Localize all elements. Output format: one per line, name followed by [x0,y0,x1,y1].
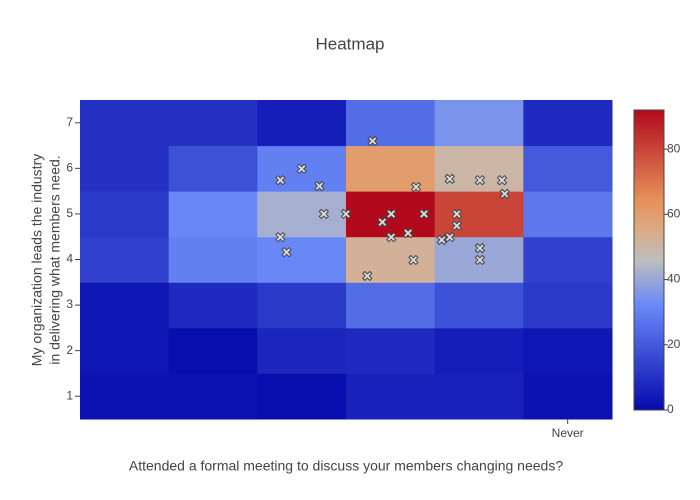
scatter-point [402,227,414,239]
heatmap-cell [80,145,170,192]
heatmap-cell [168,236,258,283]
heatmap-cell [434,191,524,238]
scatter-point [340,208,352,220]
heatmap-cell [523,100,613,147]
heatmap-cell [523,327,613,374]
heatmap-cell [168,191,258,238]
heatmap-cell [434,327,524,374]
x-axis-title: Attended a formal meeting to discuss you… [129,458,563,474]
y-tick-label: 1 [66,388,73,402]
x-tick-label: Never [552,426,584,440]
heatmap-cell [523,191,613,238]
heatmap-cell [80,236,170,283]
scatter-point [436,234,447,246]
scatter-point [362,270,373,282]
scatter-point [496,174,508,186]
scatter-point [444,231,455,243]
heatmap-cell [168,282,258,329]
chart-title: Heatmap [316,34,385,53]
scatter-point [386,231,397,243]
scatter-point [451,208,463,220]
scatter-point [377,216,388,228]
heatmap-cell [346,282,436,329]
heatmap-cell [434,282,524,329]
heatmap-cell [257,373,347,420]
heatmap-cell [80,327,170,374]
heatmap-cell [257,282,347,329]
scatter-point [451,220,463,231]
scatter-point [281,247,292,258]
heatmap-cell [168,327,258,374]
heatmap-cell [346,373,436,420]
heatmap-cell [346,327,436,374]
heatmap-cell [168,145,258,192]
heatmap-cell [434,145,524,192]
scatter-point [499,188,510,200]
heatmap-cell [346,100,436,147]
heatmap-cell [257,327,347,374]
y-axis-title-line: My organization leads the industry [29,154,45,366]
scatter-point [318,208,330,220]
heatmap-cell [434,100,524,147]
scatter-point [386,208,397,220]
heatmap-cell [80,373,170,420]
heatmap-cell [346,145,436,192]
scatter-point [408,254,419,266]
scatter-point [275,231,286,243]
heatmap-cell [80,100,170,147]
scatter-point [444,173,455,185]
heatmap-cell [257,236,347,283]
scatter-point [296,163,307,175]
heatmap-cell [80,282,170,329]
y-axis-title: My organization leads the industry in de… [29,154,63,366]
scatter-point [314,180,325,192]
heatmap-cell [434,373,524,420]
heatmap-cell [523,236,613,283]
scatter-point [418,208,430,220]
scatter-point [474,242,486,254]
colorbar [633,109,665,411]
y-tick-label: 4 [66,252,73,266]
colorbar-tick-label: 60 [667,207,681,221]
heatmap-cell [80,191,170,238]
y-tick-label: 7 [66,115,73,129]
heatmap-cell [168,373,258,420]
colorbar-tick-label: 20 [667,337,681,351]
y-tick-label: 3 [66,297,73,311]
scatter-point [410,181,422,193]
heatmap-cell [257,100,347,147]
scatter-point [275,174,286,186]
colorbar-tick-label: 80 [667,141,681,155]
scatter-point [474,254,486,266]
y-tick-label: 2 [66,343,73,357]
heatmap-cell [346,236,436,283]
y-tick-label: 5 [66,206,73,220]
heatmap-cell [523,282,613,329]
heatmap-cell [523,373,613,420]
scatter-point [367,135,378,147]
heatmap-cell [257,191,347,238]
heatmap-cell [523,145,613,192]
colorbar-tick-label: 0 [667,402,674,416]
y-tick-label: 6 [66,161,73,175]
colorbar-tick-label: 40 [667,272,681,286]
heatmap-cell [168,100,258,147]
scatter-point [474,174,486,186]
y-axis-title-line: in delivering what members need. [47,155,63,364]
